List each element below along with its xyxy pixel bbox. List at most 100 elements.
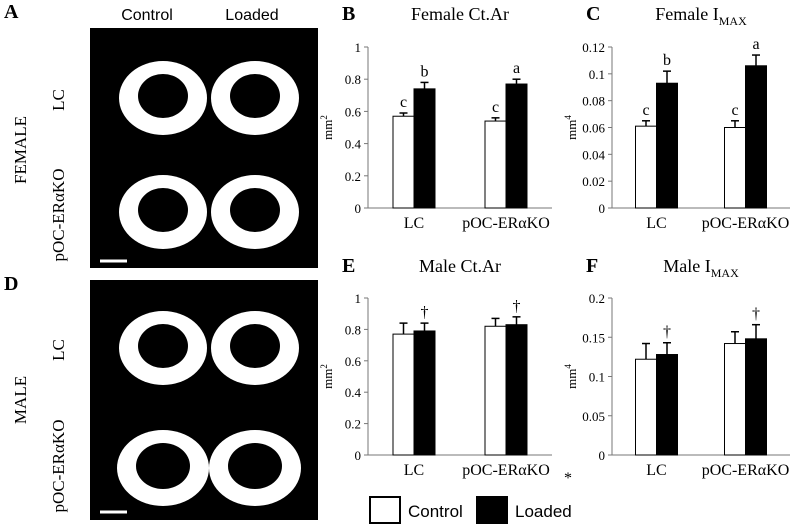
y-axis-unit: mm xyxy=(564,120,579,140)
y-tick-label: 0.04 xyxy=(582,147,605,162)
bar xyxy=(413,330,436,456)
title-text: Female I xyxy=(655,4,718,24)
y-tick-label: 0.08 xyxy=(582,94,605,109)
error-bar xyxy=(731,331,739,344)
data-label: c xyxy=(642,102,649,119)
error-bar xyxy=(491,117,500,122)
data-label: a xyxy=(513,60,520,77)
y-tick-label: 1 xyxy=(355,40,362,55)
error-bar xyxy=(752,323,760,339)
data-label: c xyxy=(731,102,738,119)
y-tick-label: 0.4 xyxy=(345,385,362,400)
title-subscript: MAX xyxy=(719,14,747,28)
column-label: Control xyxy=(121,7,173,24)
error-bar xyxy=(642,342,650,360)
bar xyxy=(413,88,436,209)
y-tick-label: 0.4 xyxy=(345,137,362,152)
bar xyxy=(724,127,746,209)
column-label: Loaded xyxy=(225,7,278,24)
y-tick-label: 0.2 xyxy=(345,417,361,432)
x-tick-label: LC xyxy=(404,462,424,479)
y-tick-label: 0.6 xyxy=(345,354,362,369)
y-axis-label: mm4 xyxy=(563,364,579,389)
error-bar xyxy=(731,120,739,128)
y-axis-unit: mm xyxy=(320,120,335,140)
y-tick-label: 0.1 xyxy=(589,67,605,82)
panel-label: F xyxy=(586,255,598,277)
data-label: † xyxy=(663,324,671,341)
title-text: Male Ct.Ar xyxy=(419,256,501,276)
x-tick-label: pOC-ERαKO xyxy=(462,215,550,232)
bar xyxy=(656,82,678,209)
y-tick-label: 1 xyxy=(355,291,362,306)
error-bar xyxy=(491,317,500,327)
panel-label: A xyxy=(4,1,19,23)
y-tick-label: 0.12 xyxy=(582,40,605,55)
error-bar xyxy=(663,70,671,84)
bar xyxy=(745,65,767,209)
title-subscript: MAX xyxy=(711,266,739,280)
y-axis-unit: mm xyxy=(320,369,335,389)
x-tick-label: LC xyxy=(646,462,666,479)
x-tick-label: pOC-ERαKO xyxy=(702,462,790,479)
y-tick-label: 0 xyxy=(355,201,362,216)
legend-swatch xyxy=(476,496,508,524)
y-tick-label: 0.6 xyxy=(345,104,362,119)
bar xyxy=(505,324,528,456)
data-label: a xyxy=(752,36,759,53)
error-bar xyxy=(512,316,521,325)
legend-label: Loaded xyxy=(515,502,572,521)
x-tick-label: LC xyxy=(404,215,424,232)
title-text: Female Ct.Ar xyxy=(411,4,509,24)
y-tick-label: 0 xyxy=(355,448,362,463)
chart-title: Female Ct.Ar xyxy=(411,4,509,24)
data-label: † xyxy=(752,306,760,323)
bar xyxy=(484,120,507,209)
error-bar xyxy=(512,78,521,85)
bar xyxy=(505,83,528,209)
error-bar xyxy=(642,120,650,127)
y-tick-label: 0 xyxy=(599,201,606,216)
y-axis-label: mm2 xyxy=(319,364,335,389)
y-tick-label: 0.1 xyxy=(589,370,605,385)
y-axis-superscript: 2 xyxy=(319,364,329,369)
legend-label: Control xyxy=(408,502,463,521)
x-tick-label: pOC-ERαKO xyxy=(702,215,790,232)
panel-label: C xyxy=(586,3,600,25)
data-label: b xyxy=(663,52,671,69)
y-tick-label: 0.2 xyxy=(589,291,605,306)
y-tick-label: 0.05 xyxy=(582,409,605,424)
row-label: LC xyxy=(49,339,68,361)
y-tick-label: 0.02 xyxy=(582,174,605,189)
bar xyxy=(724,343,746,456)
row-label: pOC-ERαKO xyxy=(49,420,68,513)
chart-title: Male IMAX xyxy=(663,256,739,280)
data-label: c xyxy=(400,94,407,111)
group-label: FEMALE xyxy=(11,116,30,184)
bone-sections xyxy=(100,61,301,514)
chart-title: Female IMAX xyxy=(655,4,747,28)
x-tick-label: pOC-ERαKO xyxy=(462,462,550,479)
data-label: c xyxy=(492,99,499,116)
panel-label: D xyxy=(4,273,18,295)
y-tick-label: 0.8 xyxy=(345,322,361,337)
data-label: b xyxy=(421,63,429,80)
bar xyxy=(635,125,657,209)
error-bar xyxy=(399,112,408,117)
y-axis-label: mm2 xyxy=(319,115,335,140)
note: * xyxy=(564,470,572,487)
bar xyxy=(392,333,415,456)
bar xyxy=(656,354,678,456)
y-axis-label: mm4 xyxy=(563,115,579,140)
error-bar xyxy=(663,341,671,355)
data-label: † xyxy=(421,304,429,321)
bar xyxy=(484,325,507,456)
chart-title: Male Ct.Ar xyxy=(419,256,501,276)
y-tick-label: 0.06 xyxy=(582,121,605,136)
data-label: † xyxy=(513,298,521,315)
error-bar xyxy=(399,322,408,335)
row-label: pOC-ERαKO xyxy=(49,169,68,262)
x-tick-label: LC xyxy=(646,215,666,232)
y-axis-superscript: 2 xyxy=(319,115,329,120)
